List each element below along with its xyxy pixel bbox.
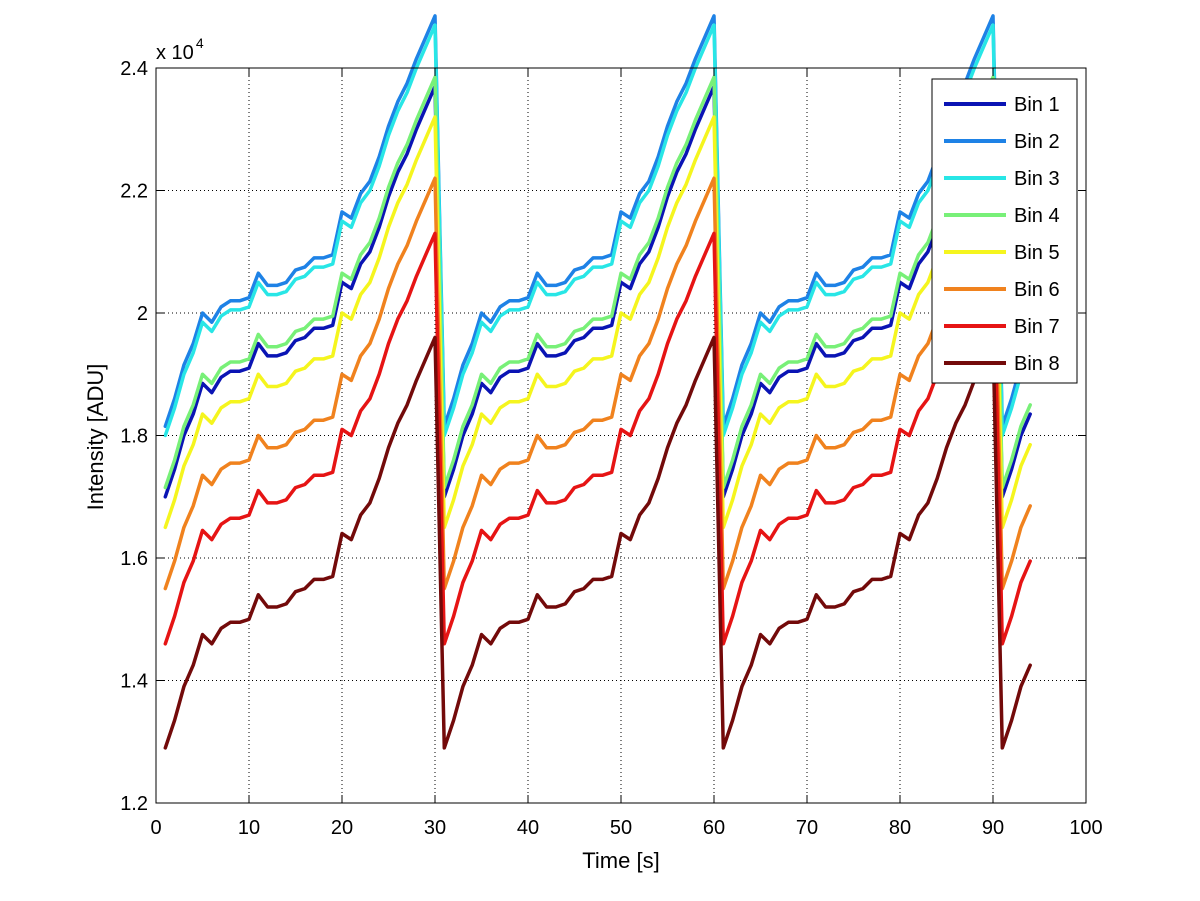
y-axis-title: Intensity [ADU] bbox=[83, 364, 108, 511]
x-tick-label: 50 bbox=[610, 817, 632, 839]
legend-label-bin-7: Bin 7 bbox=[1014, 316, 1060, 338]
axis-tick-labels: 0 10 20 30 40 50 60 70 80 90 100 1.2 1.4 1.6 1.8 2 2.2 2.… bbox=[120, 58, 1103, 839]
x-tick-label: 100 bbox=[1069, 817, 1102, 839]
y-exponent-label: x 10 4 bbox=[156, 35, 204, 64]
series-line-bin-8 bbox=[163, 335, 1032, 750]
series-lines bbox=[163, 14, 1032, 750]
x-tick-label: 20 bbox=[331, 817, 353, 839]
x-tick-label: 0 bbox=[150, 817, 161, 839]
y-exponent-base: x 10 bbox=[156, 42, 194, 64]
x-tick-label: 10 bbox=[238, 817, 260, 839]
y-tick-label: 1.8 bbox=[120, 426, 148, 448]
y-tick-label: 2.4 bbox=[120, 58, 148, 80]
series-line-bin-5 bbox=[163, 115, 1032, 530]
legend-label-bin-2: Bin 2 bbox=[1014, 131, 1060, 153]
y-tick-label: 2 bbox=[137, 303, 148, 325]
legend-label-bin-8: Bin 8 bbox=[1014, 353, 1060, 375]
series-line-bin-7 bbox=[163, 231, 1032, 646]
series-line-bin-6 bbox=[163, 176, 1032, 591]
x-tick-label: 80 bbox=[889, 817, 911, 839]
legend: Bin 1 Bin 2 Bin 3 Bin 4 Bin 5 Bin 6 Bin 7 Bin 8 bbox=[931, 78, 1078, 384]
legend-label-bin-1: Bin 1 bbox=[1014, 94, 1060, 116]
legend-label-bin-6: Bin 6 bbox=[1014, 279, 1060, 301]
x-tick-label: 30 bbox=[424, 817, 446, 839]
legend-label-bin-5: Bin 5 bbox=[1014, 242, 1060, 264]
legend-label-bin-3: Bin 3 bbox=[1014, 168, 1060, 190]
y-tick-label: 2.2 bbox=[120, 181, 148, 203]
series-line-bin-2 bbox=[163, 14, 1032, 429]
series-line-bin-4 bbox=[163, 75, 1032, 490]
y-tick-label: 1.2 bbox=[120, 793, 148, 815]
series-line-bin-3 bbox=[163, 23, 1032, 438]
legend-label-bin-4: Bin 4 bbox=[1014, 205, 1060, 227]
axis-ticks bbox=[155, 67, 1087, 804]
x-tick-label: 40 bbox=[517, 817, 539, 839]
legend-box bbox=[931, 78, 1078, 384]
y-exponent-power: 4 bbox=[196, 35, 204, 51]
x-axis-title: Time [s] bbox=[582, 848, 659, 873]
y-tick-label: 1.6 bbox=[120, 548, 148, 570]
series-line-bin-1 bbox=[163, 84, 1032, 499]
y-tick-label: 1.4 bbox=[120, 671, 148, 693]
x-tick-label: 90 bbox=[982, 817, 1004, 839]
x-tick-label: 60 bbox=[703, 817, 725, 839]
x-tick-label: 70 bbox=[796, 817, 818, 839]
